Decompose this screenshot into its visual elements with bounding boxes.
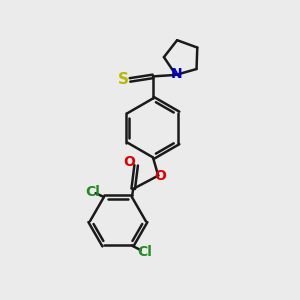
Text: Cl: Cl — [85, 185, 100, 199]
Text: O: O — [124, 155, 136, 170]
Text: S: S — [118, 72, 129, 87]
Text: O: O — [154, 169, 166, 183]
Text: Cl: Cl — [137, 245, 152, 259]
Text: N: N — [171, 67, 182, 81]
